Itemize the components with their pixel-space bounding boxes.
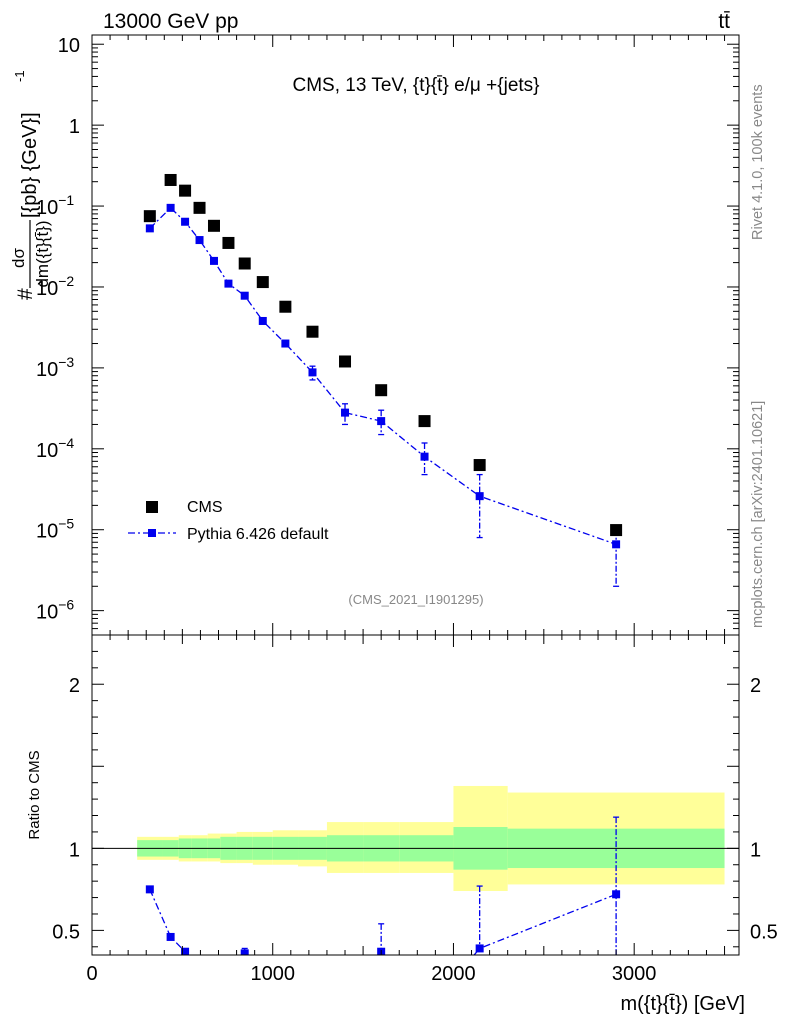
y-tick-label: 1 [69, 116, 80, 138]
top-series-layer [143, 173, 623, 587]
y-tick-label: 10−4 [36, 435, 74, 462]
legend-pythia-label: Pythia 6.426 default [187, 526, 329, 543]
ratio-point [475, 944, 484, 953]
y-label-units: [{pb} {GeV}] [19, 112, 41, 218]
pythia-point [209, 256, 218, 265]
ratio-point [181, 947, 190, 955]
x-axis-label: m({t}{t̄}) [GeV] [620, 993, 745, 1015]
cms-point [193, 201, 206, 214]
legend: CMS Pythia 6.426 default [128, 499, 329, 543]
pythia-point [181, 217, 190, 226]
cms-point [179, 184, 192, 197]
legend-cms-marker [146, 501, 158, 513]
y-label-denominator: dm({t}{t̄}) [33, 220, 52, 287]
ratio-y-tick-label-right: 1 [750, 839, 761, 861]
ratio-y-tick-label-right: 2 [750, 675, 761, 697]
pythia-point [475, 492, 484, 501]
ratio-point [240, 949, 249, 955]
pythia-point [420, 452, 429, 461]
header-left: 13000 GeV pp [103, 10, 238, 33]
cms-point [222, 236, 235, 249]
pythia-line [149, 206, 617, 545]
pythia-point [166, 203, 175, 212]
ratio-y-tick-label-left: 1 [69, 839, 80, 861]
ratio-line [473, 893, 617, 955]
pythia-point [258, 316, 267, 325]
cms-point [375, 384, 388, 397]
cms-point [256, 276, 269, 289]
ratio-point [612, 890, 621, 899]
y-label-exponent: -1 [12, 70, 27, 82]
cms-point [279, 300, 292, 313]
ratio-point [166, 932, 175, 941]
y-tick-label: 10−6 [36, 597, 74, 624]
y-label-numerator: dσ [9, 248, 28, 268]
pythia-point [377, 417, 386, 426]
pythia-point [145, 224, 154, 233]
cms-point [238, 257, 251, 270]
y-tick-label: 10−1 [36, 192, 74, 219]
y-tick-label: 10−5 [36, 516, 74, 543]
pythia-point [341, 408, 350, 417]
cms-point [418, 415, 431, 428]
y-label-hash: # [14, 288, 37, 300]
ratio-y-tick-label-right: 0.5 [750, 921, 778, 943]
top-y-axis-label: # dσ dm({t}{t̄}) [{pb} {GeV}] -1 [9, 70, 52, 300]
pythia-point [240, 291, 249, 300]
cms-point [306, 325, 319, 338]
legend-pythia-marker [148, 529, 156, 537]
y-tick-label: 10−3 [36, 354, 74, 381]
x-tick-label: 1000 [250, 963, 295, 985]
y-tick-label: 10−2 [36, 273, 74, 300]
y-tick-label: 10 [58, 35, 80, 57]
ratio-y-tick-label-left: 2 [69, 675, 80, 697]
ratio-line [149, 889, 187, 955]
pythia-point [612, 540, 621, 549]
ratio-y-tick-label-left: 0.5 [52, 921, 80, 943]
cms-point [143, 210, 156, 223]
ratio-y-axis-label: Ratio to CMS [26, 750, 43, 839]
mcplots-label: mcplots.cern.ch [arXiv:2401.10621] [750, 401, 766, 628]
cms-point [610, 524, 623, 537]
rivet-label: Rivet 4.1.0, 100k events [750, 84, 766, 240]
header-right: tt̄ [718, 10, 730, 33]
cms-point [164, 173, 177, 186]
x-tick-label: 3000 [612, 963, 657, 985]
analysis-watermark: (CMS_2021_I1901295) [348, 592, 483, 607]
pythia-point [308, 368, 317, 377]
cms-point [339, 355, 352, 368]
cms-point [207, 219, 220, 232]
top-frame [91, 34, 740, 636]
cms-point [473, 459, 486, 472]
pythia-point [195, 236, 204, 245]
x-tick-label: 2000 [431, 963, 476, 985]
chart-title: CMS, 13 TeV, {t}{t̄} e/μ +{jets} [292, 75, 539, 96]
ratio-bands-layer [137, 785, 725, 891]
x-tick-label: 0 [86, 963, 97, 985]
ratio-frame [91, 634, 740, 956]
pythia-point [224, 279, 233, 288]
legend-cms-label: CMS [187, 499, 223, 516]
pythia-point [281, 339, 290, 348]
ratio-point [145, 885, 154, 894]
